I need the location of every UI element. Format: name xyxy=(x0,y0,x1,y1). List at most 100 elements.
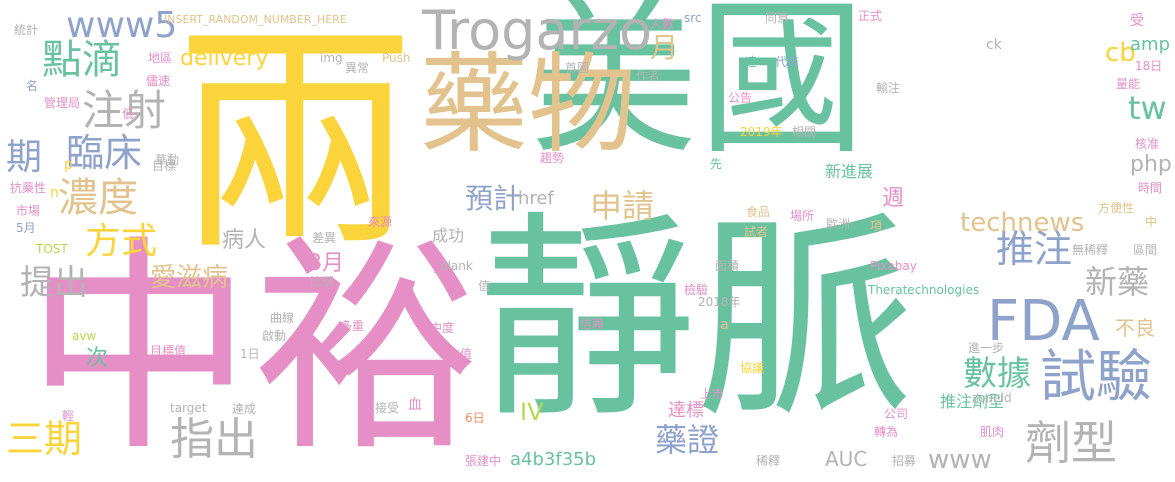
word-INSERT_RANDOM_NUMBER_HERE: INSERT_RANDOM_NUMBER_HERE xyxy=(164,13,347,26)
word-同意: 同意 xyxy=(765,11,790,25)
word-病人: 病人 xyxy=(222,228,267,253)
word-血: 血 xyxy=(408,397,422,413)
word-目標值: 目標值 xyxy=(150,344,187,358)
word-指出: 指出 xyxy=(170,414,258,465)
word-2018年: 2018年 xyxy=(698,295,741,309)
word-cb: cb xyxy=(1105,38,1136,68)
word-來源: 來源 xyxy=(368,215,393,229)
word-AUC: AUC xyxy=(825,447,868,471)
word-正式: 正式 xyxy=(858,9,883,23)
word-多重: 多重 xyxy=(340,319,365,333)
word-臨床: 臨床 xyxy=(66,131,143,175)
word-低: 低 xyxy=(122,107,135,121)
word-協議: 協議 xyxy=(740,361,765,375)
word-數據: 數據 xyxy=(963,354,1031,394)
word-相關: 相關 xyxy=(792,125,817,139)
word-抗藥性: 抗藥性 xyxy=(10,181,47,195)
word-中度: 中度 xyxy=(430,321,455,335)
word-avw: avw xyxy=(72,329,97,343)
word-a: a xyxy=(720,317,729,333)
word-target: target xyxy=(170,401,207,415)
word-上市: 上市 xyxy=(700,387,725,401)
word-_blank: _blank xyxy=(434,259,473,273)
word-tw: tw xyxy=(1128,89,1167,127)
word-期: 期 xyxy=(6,137,43,178)
word-時間: 時間 xyxy=(1138,181,1163,195)
word-地區: 地區 xyxy=(148,51,173,65)
word-amp: amp xyxy=(1130,34,1170,55)
word-輕: 輕 xyxy=(62,409,75,423)
word-申請: 申請 xyxy=(590,187,655,225)
word-張建中: 張建中 xyxy=(465,454,502,468)
word-technews: technews xyxy=(960,208,1085,238)
word-比例: 比例 xyxy=(310,275,335,289)
word-啟動: 啟動 xyxy=(262,329,287,343)
word-市場: 市場 xyxy=(16,204,41,218)
word-食品: 食品 xyxy=(746,205,771,219)
word-項: 項 xyxy=(870,219,883,233)
word-遠: 遠 xyxy=(745,55,758,69)
word-方式: 方式 xyxy=(85,221,158,262)
word-Pixabay: Pixabay xyxy=(870,259,917,273)
word-人數: 人數 xyxy=(650,17,675,31)
word-名: 名 xyxy=(26,79,39,93)
word-1日: 1日 xyxy=(240,347,260,361)
word-IV: IV xyxy=(520,398,544,426)
word-肌肉: 肌肉 xyxy=(980,425,1005,439)
word-代表: 代表 xyxy=(775,55,800,69)
word-異常: 異常 xyxy=(345,61,370,75)
word-比值: 比值 xyxy=(448,347,473,361)
word-delivery: delivery xyxy=(180,46,269,71)
word-統計: 統計 xyxy=(14,23,39,37)
word-成功: 成功 xyxy=(432,226,465,245)
word-檢驗: 檢驗 xyxy=(684,283,709,297)
word-歐洲: 歐洲 xyxy=(826,217,851,231)
word-TOST: TOST xyxy=(36,242,68,256)
word-Push: Push xyxy=(382,51,411,65)
word-達標: 達標 xyxy=(668,400,704,421)
word-無稀釋: 無稀釋 xyxy=(1072,243,1109,257)
word-推注劑型: 推注劑型 xyxy=(940,392,1005,411)
word-面積: 面積 xyxy=(715,259,740,273)
word-試驗: 試驗 xyxy=(1040,345,1152,410)
word-作者: 作者 xyxy=(636,69,661,83)
word-src: src xyxy=(684,11,702,25)
word-點滴: 點滴 xyxy=(42,37,122,83)
word-中裕: 中裕 xyxy=(25,216,481,482)
word-值: 值 xyxy=(478,279,491,293)
word-進一步: 進一步 xyxy=(968,341,1005,355)
word-2019年: 2019年 xyxy=(740,125,783,139)
word-推注: 推注 xyxy=(996,227,1073,271)
word-華動: 華動 xyxy=(155,153,180,167)
word-曲線: 曲線 xyxy=(270,311,295,325)
word-受: 受 xyxy=(1130,13,1144,29)
word-愛滋病: 愛滋病 xyxy=(150,263,229,293)
word-www: www xyxy=(928,445,992,475)
word-Theratechnologies: Theratechnologies xyxy=(868,283,980,297)
word-方便性: 方便性 xyxy=(1098,201,1135,215)
word-試者: 試者 xyxy=(744,225,769,239)
word-月: 月 xyxy=(650,31,679,64)
word-稀釋: 稀釋 xyxy=(756,454,781,468)
word-靜脈: 靜脈 xyxy=(478,194,914,447)
word-窄於: 窄於 xyxy=(370,425,395,439)
word-藥物: 藥物 xyxy=(420,43,637,168)
word-ck: ck xyxy=(986,37,1002,53)
word-藥證: 藥證 xyxy=(655,421,720,459)
word-兩: 兩 xyxy=(175,2,418,284)
word-預計: 預計 xyxy=(465,182,522,215)
word-輸注: 輸注 xyxy=(876,81,901,95)
word-新藥: 新藥 xyxy=(1085,263,1150,301)
word-首圖: 首圖 xyxy=(565,61,590,75)
word-Trogarzo: Trogarzo xyxy=(422,0,653,62)
word-中: 中 xyxy=(1145,215,1158,229)
word-18日: 18日 xyxy=(1135,59,1163,73)
word-核准: 核准 xyxy=(1135,137,1160,151)
word-週: 週 xyxy=(882,186,905,211)
word-zoneid: zoneid xyxy=(972,391,1012,405)
word-場所: 場所 xyxy=(790,209,815,223)
word-劑型: 劑型 xyxy=(1025,416,1117,470)
word-php: php xyxy=(1130,152,1172,177)
word-href: href xyxy=(518,188,554,209)
